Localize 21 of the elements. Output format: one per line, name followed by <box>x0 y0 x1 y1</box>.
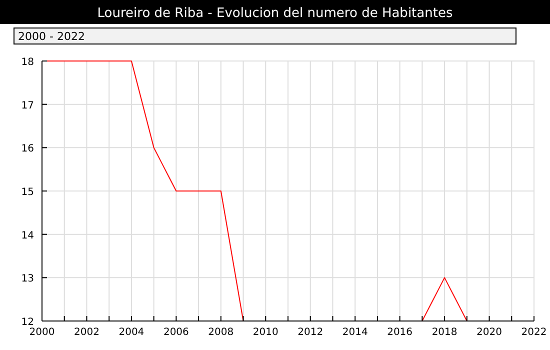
x-tick-label: 2020 <box>476 327 502 338</box>
x-tick-label: 2010 <box>252 327 278 338</box>
x-tick-label: 2004 <box>118 327 144 338</box>
y-tick-label: 14 <box>21 230 34 242</box>
x-tick-label: 2000 <box>29 327 55 338</box>
chart-title: Loureiro de Riba - Evolucion del numero de Habitantes <box>97 6 453 21</box>
x-tick-label: 2014 <box>342 327 368 338</box>
x-tick-label: 2012 <box>298 327 324 338</box>
x-tick-label: 2008 <box>208 327 234 338</box>
y-tick-label: 13 <box>21 274 34 285</box>
y-tick-label: 15 <box>21 187 34 198</box>
x-tick-label: 2006 <box>163 327 189 338</box>
y-tick-label: 17 <box>21 100 34 112</box>
y-tick-label: 16 <box>21 144 34 155</box>
y-tick-label: 12 <box>21 317 34 328</box>
y-tick-label: 18 <box>21 57 34 68</box>
x-tick-label: 2002 <box>74 327 100 338</box>
x-tick-label: 2016 <box>387 327 413 338</box>
x-tick-label: 2018 <box>432 327 458 338</box>
chart-subtitle: 2000 - 2022 <box>18 30 85 43</box>
x-tick-label: 2022 <box>521 327 547 338</box>
